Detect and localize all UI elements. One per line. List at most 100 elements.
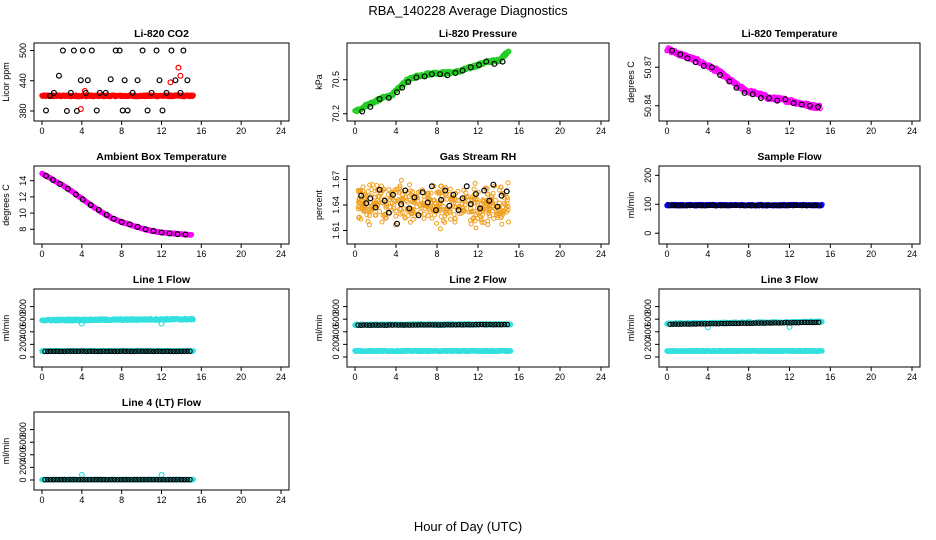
data-point — [156, 77, 163, 84]
data-point — [414, 204, 420, 210]
data-point — [446, 202, 453, 209]
data-layer — [39, 315, 196, 355]
x-tick-label: 20 — [555, 249, 565, 259]
data-point — [188, 231, 195, 238]
data-point — [455, 207, 462, 214]
data-point — [125, 348, 132, 354]
data-point — [88, 47, 95, 54]
y-tick-label: 400 — [18, 324, 28, 339]
data-point — [505, 180, 511, 186]
data-point — [175, 64, 182, 71]
x-tick-label: 8 — [746, 126, 751, 136]
data-point — [427, 203, 433, 209]
x-tick-label: 4 — [79, 372, 84, 382]
data-point — [421, 73, 428, 80]
data-point — [142, 348, 149, 354]
data-point — [461, 209, 467, 215]
data-point — [355, 322, 361, 328]
y-tick-label: 14 — [18, 176, 28, 186]
data-point — [726, 78, 733, 85]
data-point — [366, 222, 372, 228]
data-point — [459, 196, 465, 202]
data-point — [459, 67, 466, 74]
data-point — [467, 64, 474, 71]
data-point — [170, 348, 177, 355]
data-point — [424, 322, 430, 328]
x-tick-label: 0 — [39, 126, 44, 136]
x-tick-label: 0 — [39, 372, 44, 382]
y-axis-label: Licor ppm — [1, 62, 11, 102]
data-point — [778, 202, 785, 209]
data-point — [375, 322, 381, 328]
series-1-min-low — [352, 347, 514, 355]
data-point — [733, 202, 739, 209]
data-point — [56, 476, 62, 483]
y-tick-label: 100 — [643, 197, 653, 212]
x-tick-label: 8 — [434, 372, 439, 382]
data-point — [476, 61, 483, 68]
data-point — [470, 216, 476, 222]
data-point — [495, 321, 502, 328]
data-point — [144, 107, 151, 114]
data-point — [795, 202, 802, 208]
data-point — [481, 198, 487, 204]
x-tick-label: 20 — [236, 495, 246, 505]
data-point — [110, 215, 117, 222]
x-tick-label: 0 — [39, 495, 44, 505]
data-point — [471, 186, 477, 192]
data-point — [103, 476, 110, 483]
data-point — [774, 97, 781, 104]
data-point — [89, 476, 96, 483]
data-point — [468, 209, 474, 215]
data-point — [407, 208, 413, 214]
panel-line4: Line 4 (LT) Flow ml/min 0 4 8 12 16 20 24 0 200400… — [1, 397, 290, 505]
data-point — [162, 476, 168, 483]
data-point — [681, 321, 688, 327]
data-point — [98, 348, 104, 355]
x-tick-label: 0 — [352, 372, 357, 382]
x-tick-label: 20 — [555, 126, 565, 136]
data-point — [475, 215, 481, 221]
data-point — [167, 79, 174, 86]
data-point — [139, 47, 146, 54]
data-point — [377, 209, 383, 215]
data-point — [121, 77, 128, 84]
data-point — [718, 202, 725, 209]
panel-title: Sample Flow — [757, 151, 822, 163]
data-point — [787, 320, 793, 326]
data-point — [428, 183, 435, 190]
data-point — [117, 348, 124, 355]
series-1-min — [39, 92, 196, 100]
y-tick-label: 400 — [18, 447, 28, 462]
data-point — [713, 320, 719, 327]
data-point — [145, 348, 151, 355]
data-point — [418, 322, 424, 328]
x-tick-label: 8 — [119, 495, 124, 505]
data-point — [778, 320, 785, 326]
data-point — [747, 320, 753, 327]
y-tick-label: 200 — [18, 337, 28, 352]
data-point — [489, 193, 495, 199]
data-point — [498, 184, 504, 190]
data-point — [430, 203, 436, 209]
data-point — [134, 348, 140, 354]
series-cyan-spikes — [78, 471, 165, 478]
data-point — [102, 89, 109, 96]
data-point — [126, 221, 133, 228]
data-point — [159, 476, 165, 483]
x-tick-label: 16 — [196, 495, 206, 505]
data-point — [139, 348, 146, 355]
data-point — [384, 322, 390, 328]
data-point — [63, 107, 70, 114]
data-point — [49, 176, 56, 183]
data-point — [153, 348, 160, 354]
panel-title: Li-820 CO2 — [134, 28, 189, 40]
data-point — [396, 189, 402, 195]
data-point — [92, 348, 98, 355]
data-point — [784, 202, 791, 209]
y-tick-label: 200 — [643, 168, 653, 183]
series-average — [667, 202, 822, 209]
data-point — [156, 476, 163, 483]
data-point — [784, 319, 791, 326]
